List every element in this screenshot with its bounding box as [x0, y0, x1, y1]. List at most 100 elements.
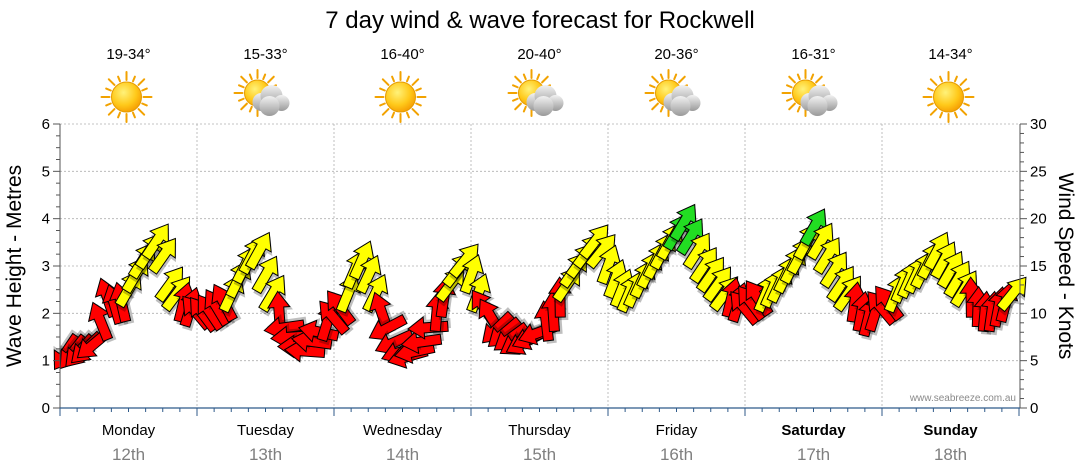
- watermark: www.seabreeze.com.au: [909, 393, 1016, 404]
- wind-arrow: [374, 325, 416, 355]
- temperature-label: 14-34°: [928, 46, 972, 63]
- sun-ray: [391, 75, 395, 83]
- sun-ray: [406, 111, 410, 119]
- sun-ray: [137, 78, 146, 86]
- sun-ray: [678, 75, 686, 84]
- sun-ray: [939, 111, 943, 119]
- sun-ray: [381, 108, 390, 116]
- wind-arrow-shape: [147, 237, 176, 275]
- wind-arrow: [258, 274, 286, 317]
- sun-icon: [922, 71, 975, 123]
- temperature-label: 20-40°: [517, 46, 561, 63]
- wind-arrow-shape: [355, 254, 382, 295]
- sun-ray: [105, 87, 112, 92]
- partly-cloudy-icon: [781, 69, 838, 117]
- y2-tick-label: 0: [1030, 400, 1038, 417]
- y2-axis-label: Wind Speed - Knots: [1054, 173, 1077, 360]
- date-label: 17th: [797, 445, 830, 464]
- sun-ray: [522, 73, 527, 81]
- partly-cloudy-icon: [507, 69, 564, 117]
- sun-ray: [954, 111, 958, 119]
- sun-disc: [385, 81, 416, 113]
- sun-ray: [788, 102, 796, 111]
- sun-icon: [374, 71, 427, 123]
- sun-ray: [659, 105, 664, 113]
- day-label: Monday: [102, 422, 156, 439]
- date-label: 13th: [249, 445, 282, 464]
- wind-arrow: [996, 276, 1027, 316]
- day-label: Wednesday: [363, 422, 442, 439]
- cloud-puff: [807, 96, 828, 116]
- wind-arrow: [459, 253, 486, 298]
- y2-tick-label: 10: [1030, 305, 1047, 322]
- sun-ray: [141, 87, 148, 92]
- sun-ray: [514, 102, 522, 111]
- wind-arrow: [400, 328, 445, 355]
- sun-ray: [786, 84, 793, 89]
- y-tick-label: 6: [42, 116, 50, 133]
- sun-ray: [649, 97, 656, 102]
- sun-ray: [267, 75, 275, 84]
- sun-ray: [411, 78, 420, 86]
- cloud-shape: [252, 85, 290, 116]
- sun-ray: [132, 75, 136, 83]
- sun-ray: [522, 105, 527, 113]
- sun-ray: [512, 84, 519, 89]
- sun-ray: [959, 108, 968, 116]
- sun-ray: [248, 73, 253, 81]
- sun-ray: [963, 87, 970, 92]
- sun-ray: [415, 87, 422, 92]
- sun-ray: [132, 111, 136, 119]
- cloud-puff: [259, 96, 280, 116]
- y2-tick-label: 30: [1030, 116, 1047, 133]
- sun-ray: [815, 75, 823, 84]
- cloud-shape: [800, 85, 838, 116]
- sun-ray: [415, 102, 422, 107]
- y2-tick-label: 25: [1030, 163, 1047, 180]
- cloud-puff: [533, 96, 554, 116]
- temperature-label: 15-33°: [243, 46, 287, 63]
- wind-arrow-shape: [996, 276, 1027, 313]
- wind-arrow-shape: [244, 231, 272, 271]
- sun-ray: [659, 73, 664, 81]
- partly-cloudy-icon: [644, 69, 701, 117]
- day-labels: Monday 12th Tuesday 13th Wednesday 14th Thursd…: [102, 422, 978, 464]
- y-tick-label: 5: [42, 163, 50, 180]
- partly-cloudy-icon: [233, 69, 290, 117]
- temperature-label: 20-36°: [654, 46, 698, 63]
- date-label: 16th: [660, 445, 693, 464]
- sun-ray: [240, 75, 248, 84]
- sun-ray: [796, 73, 801, 81]
- y-tick-label: 1: [42, 353, 50, 370]
- wind-arrow-shape: [251, 255, 279, 295]
- sun-ray: [651, 102, 659, 111]
- sun-ray: [929, 108, 938, 116]
- sun-ray: [379, 87, 386, 92]
- sun-disc: [933, 81, 964, 113]
- sun-ray: [963, 102, 970, 107]
- y2-tick-label: 20: [1030, 211, 1047, 228]
- y2-tick-label: 15: [1030, 258, 1047, 275]
- sun-ray: [796, 105, 801, 113]
- sun-ray: [810, 73, 815, 81]
- sun-ray: [927, 102, 934, 107]
- y-tick-label: 3: [42, 258, 50, 275]
- grid-layer: [60, 123, 1020, 408]
- sun-ray: [541, 75, 549, 84]
- sun-ray: [107, 78, 116, 86]
- temperature-label: 16-31°: [791, 46, 835, 63]
- y-tick-label: 2: [42, 305, 50, 322]
- sun-ray: [240, 102, 248, 111]
- date-label: 15th: [523, 445, 556, 464]
- sun-ray: [262, 73, 267, 81]
- day-label: Friday: [656, 422, 698, 439]
- sun-ray: [786, 97, 793, 102]
- sun-icon: [100, 71, 153, 123]
- sun-ray: [536, 73, 541, 81]
- sun-ray: [137, 108, 146, 116]
- day-label: Saturday: [781, 422, 846, 439]
- wind-arrow: [251, 255, 280, 298]
- sun-ray: [238, 97, 245, 102]
- axes: 0 1 2 3 4 5 6 0 5 10 15 20 25 30: [42, 116, 1047, 417]
- sun-ray: [117, 111, 121, 119]
